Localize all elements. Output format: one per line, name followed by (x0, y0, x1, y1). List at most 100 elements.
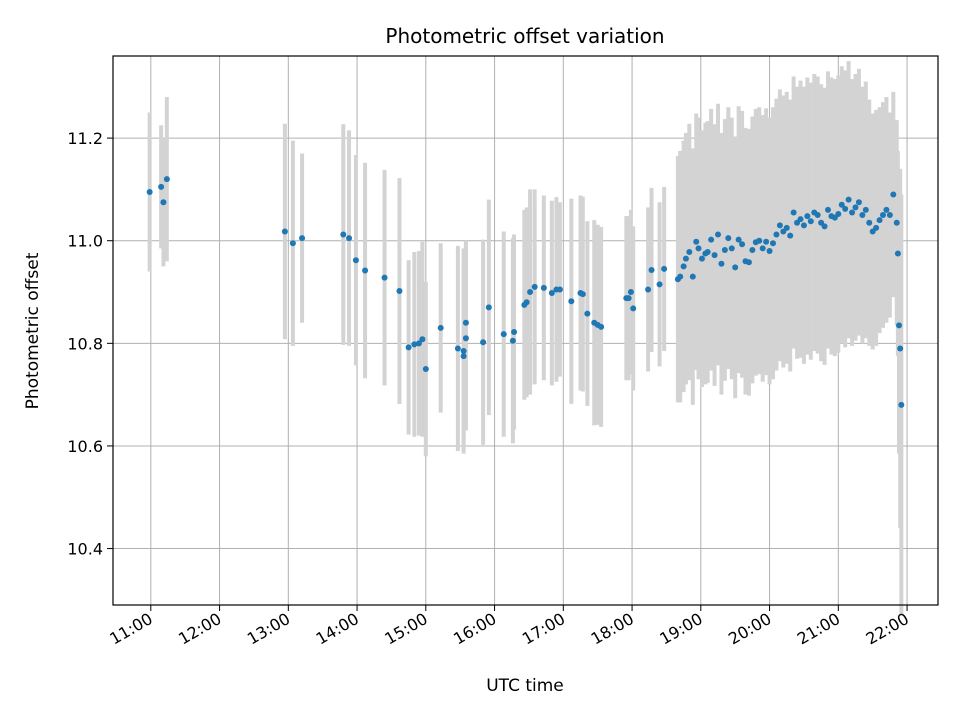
data-point (460, 353, 467, 360)
plot-frame (112, 55, 939, 606)
data-point (849, 209, 856, 216)
data-point (163, 176, 170, 183)
data-point (852, 204, 859, 211)
data-point (773, 231, 780, 238)
data-points (146, 176, 905, 408)
data-point (883, 206, 890, 213)
data-point (289, 240, 296, 247)
data-point (527, 289, 534, 296)
data-point (756, 237, 763, 244)
data-point (718, 260, 725, 267)
data-point (704, 248, 711, 255)
data-point (454, 345, 461, 352)
data-point (381, 274, 388, 281)
data-point (686, 248, 693, 255)
data-point (715, 231, 721, 238)
data-point (511, 329, 518, 336)
data-point (281, 228, 288, 235)
data-point (708, 236, 715, 243)
data-point (721, 246, 728, 253)
data-point (548, 290, 555, 297)
data-point (661, 265, 668, 272)
data-point (739, 241, 746, 248)
data-point (790, 209, 797, 216)
chart-title: Photometric offset variation (385, 24, 664, 48)
data-point (648, 266, 655, 273)
data-point (689, 273, 696, 280)
data-point (500, 331, 507, 338)
data-point (523, 299, 530, 306)
data-point (352, 257, 359, 264)
data-point (579, 291, 586, 298)
data-point (693, 238, 700, 245)
data-point (405, 344, 412, 351)
data-point (787, 232, 794, 239)
data-point (876, 217, 883, 224)
data-point (422, 365, 429, 372)
data-point (695, 245, 702, 252)
data-point (873, 224, 880, 231)
data-point (807, 218, 814, 225)
data-point (749, 246, 756, 253)
data-point (531, 283, 538, 290)
data-point (880, 212, 886, 219)
data-point (160, 199, 167, 206)
data-point (735, 236, 742, 243)
data-point (645, 286, 652, 293)
data-point (462, 319, 469, 326)
data-point (770, 240, 776, 247)
data-point (804, 213, 811, 220)
data-point (362, 267, 369, 274)
data-point (886, 212, 893, 219)
data-point (509, 337, 516, 344)
data-point (825, 206, 831, 213)
data-point (419, 336, 426, 343)
data-point (835, 211, 842, 218)
y-axis: 10.4 10.6 10.8 11.0 11.2 (67, 129, 113, 559)
x-axis-label: UTC time (486, 676, 564, 696)
data-point (745, 259, 752, 266)
data-point (725, 235, 732, 242)
data-point (898, 401, 905, 408)
y-tick-label: 10.4 (67, 540, 103, 559)
data-point (845, 196, 852, 203)
data-point (859, 212, 866, 219)
data-point (556, 286, 563, 293)
data-point (680, 263, 687, 270)
data-point (462, 335, 469, 342)
data-point (814, 212, 821, 219)
data-point (299, 235, 306, 242)
data-point (711, 252, 718, 259)
data-point (598, 323, 605, 330)
data-point (821, 223, 828, 230)
data-point (759, 245, 766, 252)
data-point (540, 284, 547, 291)
data-point (842, 205, 849, 212)
data-point (896, 322, 903, 329)
data-point (776, 222, 783, 229)
data-point (625, 295, 632, 302)
data-point (797, 216, 804, 223)
data-point (838, 201, 845, 208)
y-tick-label: 10.8 (67, 334, 103, 353)
data-point (656, 281, 663, 288)
y-tick-label: 11.0 (67, 232, 103, 251)
y-axis-label: Photometric offset (23, 252, 43, 409)
data-point (340, 231, 347, 238)
data-point (146, 188, 153, 195)
data-point (627, 289, 634, 296)
data-point (677, 273, 684, 280)
data-point (584, 310, 591, 317)
data-point (897, 345, 904, 352)
data-point (437, 324, 444, 331)
data-point (485, 304, 492, 311)
data-point (682, 255, 689, 262)
data-point (800, 222, 807, 229)
data-point (766, 247, 773, 254)
data-point (893, 219, 900, 226)
data-point (732, 264, 739, 271)
data-point (728, 245, 735, 252)
data-point (480, 339, 487, 346)
data-point (346, 235, 353, 242)
